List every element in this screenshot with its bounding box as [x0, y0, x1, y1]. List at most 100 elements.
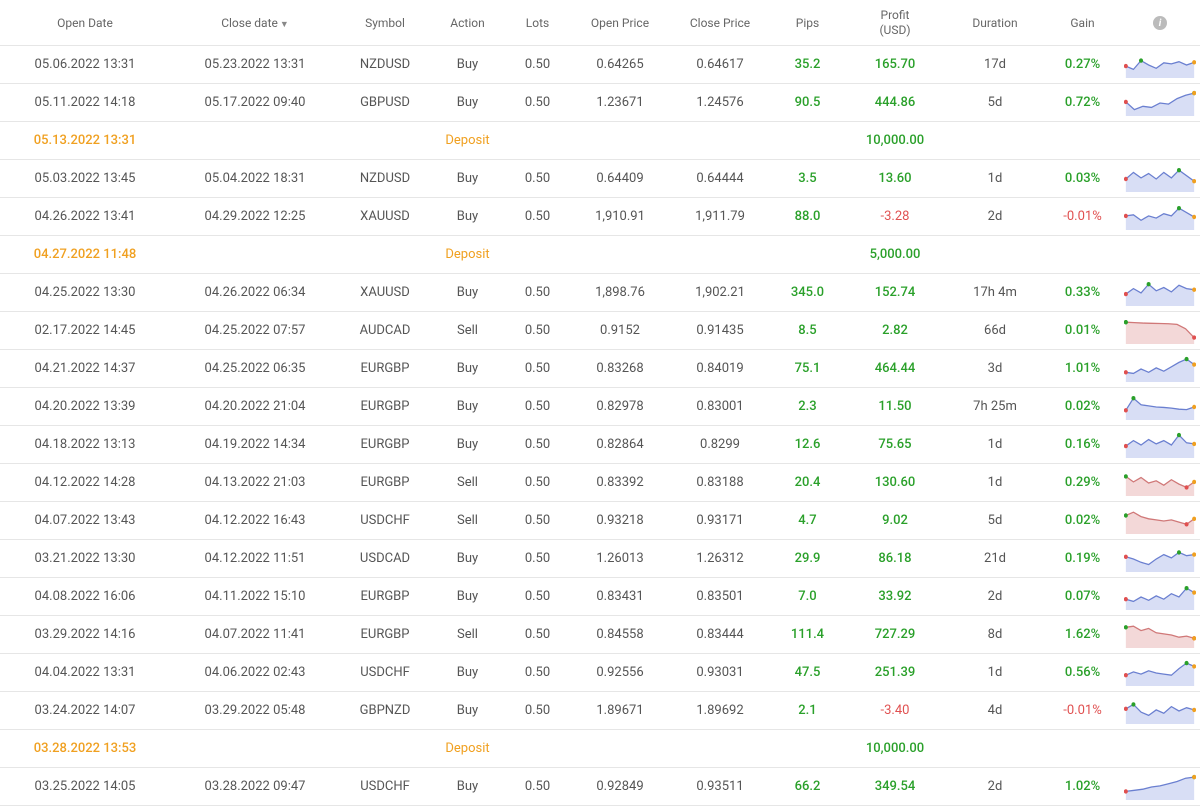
symbol-link[interactable]: NZDUSD: [360, 171, 410, 186]
open-price-cell: 0.93218: [570, 513, 670, 528]
trade-row: 03.24.2022 14:0703.29.2022 05:48GBPNZDBu…: [0, 692, 1200, 730]
profit-cell: 152.74: [845, 285, 945, 300]
trade-row: 03.21.2022 13:3004.12.2022 11:51USDCADBu…: [0, 540, 1200, 578]
column-header-pips[interactable]: Pips: [770, 12, 845, 34]
duration-cell: 1d: [945, 665, 1045, 680]
open-price-cell: 1.89671: [570, 703, 670, 718]
lots-cell: 0.50: [505, 779, 570, 794]
gain-cell: 0.33%: [1045, 285, 1120, 300]
sparkline-cell: [1120, 508, 1200, 534]
duration-cell: 2d: [945, 779, 1045, 794]
column-header-action[interactable]: Action: [430, 12, 505, 34]
column-header-chart[interactable]: i: [1120, 11, 1200, 35]
symbol-link[interactable]: EURGBP: [361, 437, 410, 452]
close-date-cell: 04.25.2022 07:57: [170, 323, 340, 338]
symbol-link[interactable]: EURGBP: [361, 361, 410, 376]
pips-cell: 90.5: [770, 95, 845, 110]
sparkline-cell: [1120, 432, 1200, 458]
column-header-openDate[interactable]: Open Date: [0, 12, 170, 34]
close-price-cell: 0.64444: [670, 171, 770, 186]
column-header-duration[interactable]: Duration: [945, 12, 1045, 34]
profit-cell: 11.50: [845, 399, 945, 414]
sparkline-cell: [1120, 584, 1200, 610]
symbol-link[interactable]: GBPUSD: [360, 95, 410, 110]
lots-cell: 0.50: [505, 209, 570, 224]
pips-cell: 66.2: [770, 779, 845, 794]
close-price-cell: 1,911.79: [670, 209, 770, 224]
open-price-cell: 0.82978: [570, 399, 670, 414]
gain-cell: 0.16%: [1045, 437, 1120, 452]
column-header-symbol[interactable]: Symbol: [340, 12, 430, 34]
action-cell: Buy: [430, 209, 505, 224]
close-date-cell: 03.29.2022 05:48: [170, 703, 340, 718]
symbol-link[interactable]: EURGBP: [361, 627, 410, 642]
deposit-amount: 10,000.00: [845, 741, 945, 756]
close-date-cell: 04.06.2022 02:43: [170, 665, 340, 680]
open-price-cell: 1,898.76: [570, 285, 670, 300]
open-date-cell: 04.18.2022 13:13: [0, 437, 170, 452]
gain-cell: 0.27%: [1045, 57, 1120, 72]
profit-cell: 9.02: [845, 513, 945, 528]
symbol-link[interactable]: EURGBP: [361, 589, 410, 604]
info-icon[interactable]: i: [1153, 16, 1167, 30]
symbol-cell: EURGBP: [340, 627, 430, 642]
action-cell: Buy: [430, 399, 505, 414]
sparkline-cell: [1120, 356, 1200, 382]
action-cell: Sell: [430, 323, 505, 338]
sparkline-cell: [1120, 660, 1200, 686]
column-header-openPrice[interactable]: Open Price: [570, 12, 670, 34]
close-date-cell: 04.25.2022 06:35: [170, 361, 340, 376]
symbol-link[interactable]: XAUUSD: [360, 209, 410, 224]
symbol-link[interactable]: NZDUSD: [360, 57, 410, 72]
column-header-closePrice[interactable]: Close Price: [670, 12, 770, 34]
open-price-cell: 0.83431: [570, 589, 670, 604]
gain-cell: 0.02%: [1045, 399, 1120, 414]
pips-cell: 8.5: [770, 323, 845, 338]
duration-cell: 5d: [945, 513, 1045, 528]
symbol-link[interactable]: USDCHF: [360, 779, 410, 794]
profit-cell: -3.28: [845, 209, 945, 224]
profit-cell: 13.60: [845, 171, 945, 186]
profit-cell: 444.86: [845, 95, 945, 110]
trade-row: 04.12.2022 14:2804.13.2022 21:03EURGBPSe…: [0, 464, 1200, 502]
action-cell: Sell: [430, 475, 505, 490]
gain-cell: 0.56%: [1045, 665, 1120, 680]
gain-cell: 0.19%: [1045, 551, 1120, 566]
symbol-cell: EURGBP: [340, 437, 430, 452]
symbol-link[interactable]: GBPNZD: [360, 703, 411, 718]
close-date-cell: 04.12.2022 11:51: [170, 551, 340, 566]
trade-row: 04.18.2022 13:1304.19.2022 14:34EURGBPBu…: [0, 426, 1200, 464]
close-date-cell: 04.29.2022 12:25: [170, 209, 340, 224]
symbol-link[interactable]: EURGBP: [361, 399, 410, 414]
gain-cell: 0.02%: [1045, 513, 1120, 528]
close-price-cell: 0.91435: [670, 323, 770, 338]
symbol-link[interactable]: AUDCAD: [360, 323, 411, 338]
symbol-link[interactable]: XAUUSD: [360, 285, 410, 300]
close-price-cell: 0.8299: [670, 437, 770, 452]
pips-cell: 7.0: [770, 589, 845, 604]
lots-cell: 0.50: [505, 665, 570, 680]
duration-cell: 2d: [945, 209, 1045, 224]
symbol-cell: USDCHF: [340, 779, 430, 794]
close-price-cell: 1.89692: [670, 703, 770, 718]
action-cell: Buy: [430, 589, 505, 604]
action-cell: Buy: [430, 779, 505, 794]
column-header-profit[interactable]: Profit(USD): [845, 4, 945, 41]
pips-cell: 20.4: [770, 475, 845, 490]
column-header-gain[interactable]: Gain: [1045, 12, 1120, 34]
trade-row: 04.04.2022 13:3104.06.2022 02:43USDCHFBu…: [0, 654, 1200, 692]
sparkline-cell: [1120, 318, 1200, 344]
column-header-closeDate[interactable]: Close date▼: [170, 12, 340, 34]
symbol-link[interactable]: USDCHF: [360, 513, 410, 528]
symbol-link[interactable]: EURGBP: [361, 475, 410, 490]
profit-cell: 727.29: [845, 627, 945, 642]
gain-cell: -0.01%: [1045, 703, 1120, 718]
close-price-cell: 1.24576: [670, 95, 770, 110]
symbol-link[interactable]: USDCAD: [360, 551, 410, 566]
deposit-amount: 5,000.00: [845, 247, 945, 262]
trade-row: 04.08.2022 16:0604.11.2022 15:10EURGBPBu…: [0, 578, 1200, 616]
lots-cell: 0.50: [505, 437, 570, 452]
column-header-lots[interactable]: Lots: [505, 12, 570, 34]
symbol-link[interactable]: USDCHF: [360, 665, 410, 680]
close-date-cell: 05.04.2022 18:31: [170, 171, 340, 186]
